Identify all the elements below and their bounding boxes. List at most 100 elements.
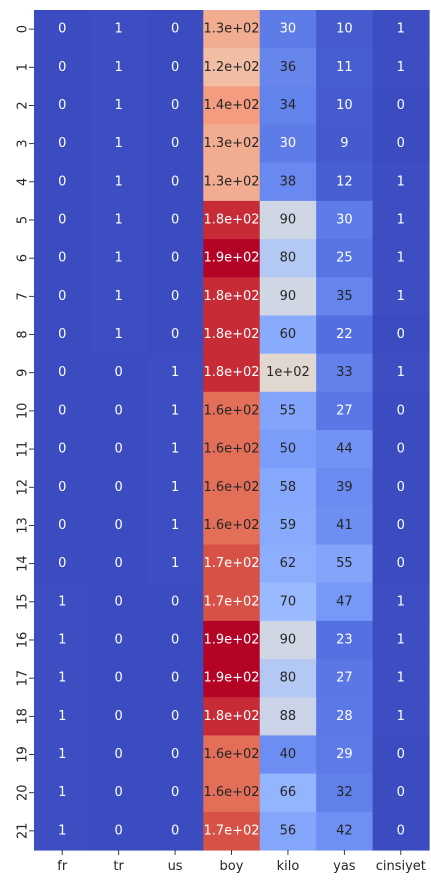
cell-label: 0 bbox=[115, 747, 123, 762]
cell-label: 38 bbox=[280, 174, 297, 189]
cell-label: 1.8e+02 bbox=[203, 212, 259, 227]
cell-label: 0 bbox=[171, 823, 179, 838]
heatmap-cell bbox=[372, 48, 430, 87]
heatmap-cell bbox=[372, 659, 430, 698]
cell-label: 0 bbox=[397, 785, 405, 800]
heatmap-cell bbox=[259, 200, 317, 240]
cell-label: 0 bbox=[58, 556, 66, 571]
heatmap-cell bbox=[90, 620, 148, 660]
heatmap-cell bbox=[34, 200, 92, 240]
x-tick-label: tr bbox=[113, 859, 124, 874]
heatmap-cell bbox=[259, 773, 317, 813]
heatmap-cell bbox=[34, 582, 92, 622]
heatmap-cell bbox=[146, 239, 204, 278]
cell-label: 50 bbox=[280, 442, 297, 457]
cell-label: 1 bbox=[58, 594, 66, 609]
heatmap-cell bbox=[203, 48, 261, 87]
cell-label: 0 bbox=[115, 556, 123, 571]
heatmap-cell bbox=[203, 391, 261, 431]
heatmap-cell bbox=[34, 86, 92, 126]
heatmap-cell bbox=[259, 162, 317, 202]
cell-label: 0 bbox=[58, 480, 66, 495]
heatmap-cell bbox=[259, 468, 317, 507]
cell-label: 0 bbox=[58, 60, 66, 75]
x-tick-label: fr bbox=[57, 859, 68, 874]
cell-label: 23 bbox=[336, 632, 353, 647]
heatmap-cell bbox=[146, 10, 204, 49]
cell-label: 22 bbox=[336, 327, 353, 342]
heatmap-cell bbox=[259, 239, 317, 278]
heatmap-cell bbox=[34, 391, 92, 431]
heatmap-cell bbox=[90, 124, 148, 164]
cell-label: 0 bbox=[58, 365, 66, 380]
cell-label: 0 bbox=[171, 60, 179, 75]
heatmap-cell bbox=[90, 544, 148, 584]
cell-label: 0 bbox=[58, 518, 66, 533]
cell-label: 1.2e+02 bbox=[203, 60, 259, 75]
cell-label: 90 bbox=[280, 212, 297, 227]
heatmap-cell bbox=[259, 10, 317, 49]
cell-label: 0 bbox=[397, 556, 405, 571]
heatmap-cell bbox=[372, 773, 430, 813]
cell-label: 0 bbox=[397, 403, 405, 418]
heatmap-cell bbox=[146, 86, 204, 126]
heatmap-cell bbox=[34, 277, 92, 317]
cell-label: 59 bbox=[280, 518, 297, 533]
heatmap-cell bbox=[316, 10, 374, 49]
cell-label: 1 bbox=[115, 251, 123, 266]
y-tick-label: 10 bbox=[16, 403, 31, 420]
heatmap-cell bbox=[316, 162, 374, 202]
cell-label: 88 bbox=[280, 709, 297, 724]
cell-label: 0 bbox=[397, 823, 405, 838]
heatmap-cell bbox=[146, 162, 204, 202]
cell-label: 25 bbox=[336, 251, 353, 266]
cell-label: 0 bbox=[171, 98, 179, 113]
y-tick-label: 21 bbox=[16, 823, 31, 840]
heatmap-cell bbox=[34, 811, 92, 851]
heatmap-cell bbox=[34, 48, 92, 87]
cell-label: 1.6e+02 bbox=[203, 480, 259, 495]
heatmap-cell bbox=[90, 10, 148, 49]
cell-label: 0 bbox=[115, 823, 123, 838]
cell-label: 0 bbox=[58, 403, 66, 418]
heatmap-cell bbox=[203, 429, 261, 469]
heatmap-cell bbox=[34, 544, 92, 584]
cell-label: 35 bbox=[336, 289, 353, 304]
heatmap-cell bbox=[372, 506, 430, 546]
cell-label: 1 bbox=[397, 289, 405, 304]
cell-label: 1 bbox=[115, 136, 123, 151]
heatmap-cell bbox=[90, 811, 148, 851]
cell-label: 1 bbox=[171, 442, 179, 457]
cell-label: 0 bbox=[171, 671, 179, 686]
cell-label: 0 bbox=[171, 594, 179, 609]
heatmap-cell bbox=[146, 315, 204, 355]
cell-label: 62 bbox=[280, 556, 297, 571]
heatmap-cell bbox=[34, 773, 92, 813]
heatmap-cell bbox=[90, 86, 148, 126]
heatmap-cell bbox=[316, 544, 374, 584]
cell-label: 0 bbox=[115, 403, 123, 418]
heatmap-cell bbox=[259, 86, 317, 126]
heatmap-cell bbox=[372, 811, 430, 851]
cell-label: 0 bbox=[397, 327, 405, 342]
cell-label: 1.7e+02 bbox=[203, 823, 259, 838]
x-tick-label: us bbox=[168, 859, 183, 874]
cell-label: 0 bbox=[397, 518, 405, 533]
cell-label: 41 bbox=[336, 518, 353, 533]
heatmap-cell bbox=[146, 811, 204, 851]
cell-label: 0 bbox=[397, 747, 405, 762]
heatmap-cell bbox=[90, 200, 148, 240]
cell-label: 0 bbox=[397, 480, 405, 495]
cell-label: 44 bbox=[336, 442, 353, 457]
heatmap-cell bbox=[316, 811, 374, 851]
cell-label: 10 bbox=[336, 22, 353, 37]
cell-label: 29 bbox=[336, 747, 353, 762]
heatmap-cell bbox=[90, 162, 148, 202]
heatmap-cell bbox=[316, 86, 374, 126]
cell-label: 0 bbox=[58, 174, 66, 189]
heatmap-cell bbox=[34, 10, 92, 49]
heatmap-cell bbox=[316, 582, 374, 622]
cell-label: 1.8e+02 bbox=[203, 365, 259, 380]
